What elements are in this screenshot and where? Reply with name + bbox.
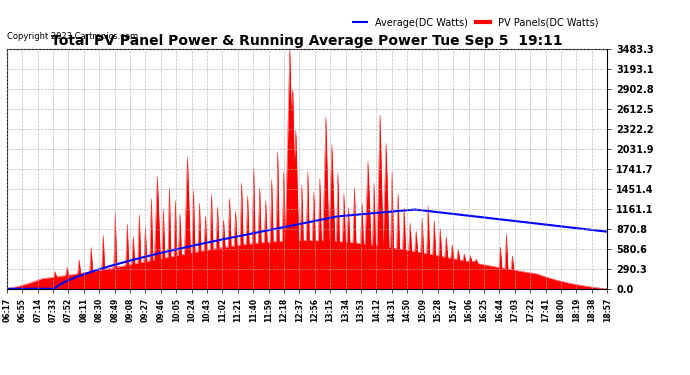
Text: Copyright 2023 Cartronics.com: Copyright 2023 Cartronics.com xyxy=(7,32,138,41)
Title: Total PV Panel Power & Running Average Power Tue Sep 5  19:11: Total PV Panel Power & Running Average P… xyxy=(51,34,563,48)
Legend: Average(DC Watts), PV Panels(DC Watts): Average(DC Watts), PV Panels(DC Watts) xyxy=(348,14,602,32)
